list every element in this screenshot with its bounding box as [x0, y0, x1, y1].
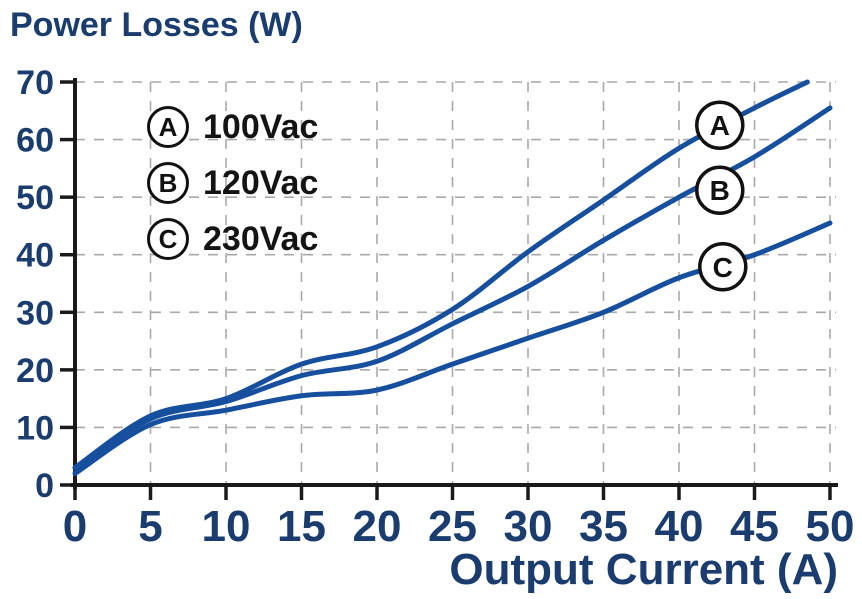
y-tick-label: 50 — [16, 179, 54, 217]
x-axis-title: Output Current (A) — [449, 545, 838, 594]
x-tick-label: 25 — [428, 502, 477, 551]
x-tick-label: 20 — [353, 502, 402, 551]
x-tick-label: 0 — [63, 502, 87, 551]
curve-marker-c — [698, 242, 748, 292]
curve-marker-b — [695, 165, 745, 215]
x-tick-label: 15 — [277, 502, 326, 551]
series-b-badge: B — [147, 162, 189, 204]
series-c-badge: C — [147, 218, 189, 260]
y-tick-label: 0 — [35, 467, 54, 505]
y-tick-label: 60 — [16, 122, 54, 160]
x-tick-label: 40 — [655, 502, 704, 551]
curve-marker-a — [695, 100, 745, 150]
y-tick-label: 20 — [16, 352, 54, 390]
legend-item-a: A 100Vac — [147, 106, 318, 148]
chart-title: Power Losses (W) — [10, 6, 303, 44]
legend-item-c: C 230Vac — [147, 218, 318, 260]
x-tick-label: 50 — [806, 502, 855, 551]
curve-marker-label-c: C — [713, 252, 733, 283]
y-tick-label: 30 — [16, 294, 54, 332]
x-tick-label: 30 — [504, 502, 553, 551]
series-a-badge: A — [147, 106, 189, 148]
y-tick-label: 70 — [16, 64, 54, 102]
y-tick-label: 10 — [16, 409, 54, 447]
x-tick-label: 5 — [138, 502, 162, 551]
x-tick-label: 45 — [730, 502, 779, 551]
legend-item-b: B 120Vac — [147, 162, 318, 204]
series-b-label: 120Vac — [203, 164, 319, 202]
x-tick-label: 10 — [202, 502, 251, 551]
x-tick-label: 35 — [579, 502, 628, 551]
series-c-label: 230Vac — [203, 220, 319, 258]
series-a-label: 100Vac — [203, 108, 319, 146]
curve-marker-label-a: A — [710, 110, 730, 141]
y-tick-label: 40 — [16, 237, 54, 275]
legend: A 100Vac B 120Vac C 230Vac — [147, 106, 318, 260]
curve-marker-label-b: B — [710, 175, 730, 206]
